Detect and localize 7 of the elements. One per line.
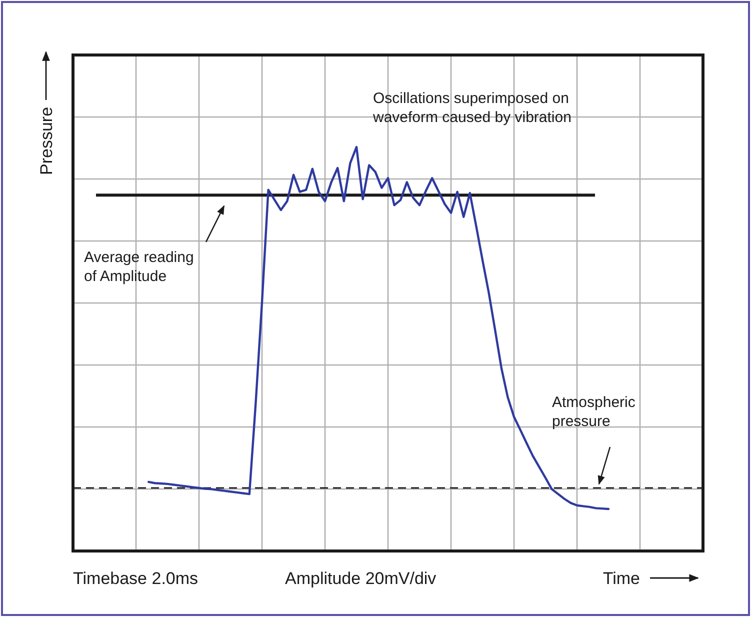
annotation: Average reading of Amplitude — [84, 249, 194, 285]
ref-line-label: Atmospheric pressure — [552, 394, 636, 430]
text: Oscillations superimposed on waveform caused by vibration — [372, 90, 572, 126]
text: Timebase 2.0ms — [73, 569, 198, 588]
x-axis-title: Time — [602, 569, 640, 588]
text: Amplitude 20mV/div — [285, 569, 437, 588]
y-axis-title: Pressure — [37, 106, 56, 175]
